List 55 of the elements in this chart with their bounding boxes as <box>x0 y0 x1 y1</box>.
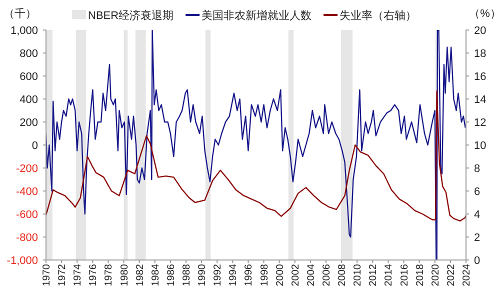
x-tick-label: 1978 <box>104 264 115 286</box>
y2-tick-label: 0 <box>474 255 480 267</box>
x-tick-label: 1980 <box>119 264 130 286</box>
x-tick-label: 1972 <box>57 264 68 286</box>
x-tick-label: 1992 <box>212 264 224 286</box>
x-tick-label: 1984 <box>150 264 162 286</box>
y-tick-label: -600 <box>16 209 38 221</box>
legend-label: NBER经济衰退期 <box>88 9 174 22</box>
y2-tick-label: 8 <box>474 163 480 175</box>
x-tick-label: 2016 <box>399 264 410 286</box>
x-tick-label: 2006 <box>322 264 332 286</box>
y2-tick-label: 16 <box>474 71 486 83</box>
y2-tick-label: 10 <box>474 140 486 152</box>
y-tick-label: 0 <box>32 140 38 152</box>
y-tick-label: 600 <box>20 71 38 83</box>
x-tick-label: 2010 <box>352 264 364 286</box>
x-tick-label: 1996 <box>244 264 255 286</box>
y2-tick-label: 6 <box>474 186 480 198</box>
y-tick-label: -200 <box>16 163 38 175</box>
y-tick-label: -1,000 <box>6 255 38 267</box>
legend-label: 失业率（右轴） <box>340 9 417 22</box>
x-tick-label: 1990 <box>197 264 208 286</box>
y2-tick-label: 18 <box>474 48 486 60</box>
x-tick-label: 1974 <box>72 264 84 286</box>
x-tick-label: 2022 <box>446 264 457 286</box>
legend-label: 美国非农新增就业人数 <box>202 9 312 22</box>
y2-tick-label: 4 <box>474 209 480 221</box>
x-tick-label: 1988 <box>182 264 192 286</box>
x-tick-label: 1976 <box>88 264 100 286</box>
x-tick-label: 1982 <box>134 264 146 286</box>
y2-tick-label: 14 <box>474 94 486 106</box>
x-tick-label: 2004 <box>306 264 317 286</box>
x-tick-label: 2000 <box>274 264 286 286</box>
x-tick-label: 2020 <box>430 264 442 286</box>
x-tick-label: 2014 <box>384 264 395 286</box>
y-axis-title: （千） <box>4 7 36 20</box>
y2-tick-label: 2 <box>474 232 480 244</box>
y-tick-label: 800 <box>20 48 38 60</box>
x-tick-label: 1994 <box>228 264 240 286</box>
y2-tick-label: 12 <box>474 117 486 129</box>
y2-tick-label: 20 <box>474 25 486 37</box>
x-tick-label: 1970 <box>42 264 52 286</box>
y-tick-label: -800 <box>16 232 38 244</box>
y-tick-label: -400 <box>16 186 38 198</box>
x-tick-label: 2018 <box>414 264 426 286</box>
y-tick-label: 200 <box>20 117 38 129</box>
x-tick-label: 2012 <box>368 264 380 286</box>
x-tick-label: 2002 <box>290 264 302 286</box>
y2-axis-title: （%） <box>469 8 500 20</box>
x-tick-label: 1998 <box>259 264 270 286</box>
x-tick-label: 1986 <box>166 264 177 286</box>
y-tick-label: 1,000 <box>10 25 38 37</box>
x-tick-label: 2008 <box>337 264 348 286</box>
y-tick-label: 400 <box>20 94 38 106</box>
x-tick-label: 2024 <box>462 264 472 286</box>
